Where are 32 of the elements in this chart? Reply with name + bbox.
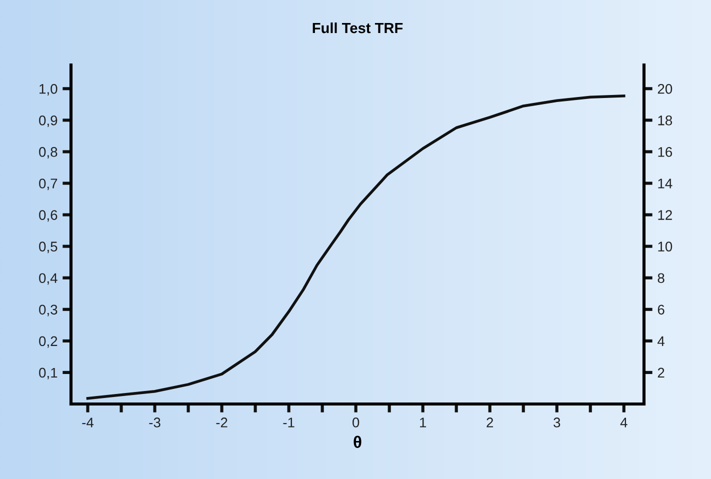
- x-tick-label: -3: [149, 418, 160, 428]
- y-tick-label: 0,8: [39, 147, 58, 159]
- x-tick-label: 0: [352, 418, 360, 428]
- x-tick-label: 1: [420, 418, 426, 428]
- y2-tick-label: 12: [658, 210, 672, 220]
- x-axis-title: θ: [354, 436, 362, 448]
- y2-tick-label: 6: [658, 304, 664, 315]
- x-tick-label: 3: [554, 418, 560, 428]
- y-tick-label: 0,5: [39, 242, 58, 254]
- chart-title: Full Test TRF: [312, 22, 403, 34]
- y2-tick-label: 20: [658, 84, 672, 94]
- y2-tick-label: 4: [658, 336, 665, 346]
- y-tick-label: 0,1: [39, 368, 58, 380]
- x-tick-label: 4: [620, 418, 628, 428]
- y2-tick-label: 8: [658, 273, 664, 284]
- y-tick-label: 0,3: [39, 304, 58, 316]
- y-tick-label: 0,7: [39, 178, 58, 190]
- y2-tick-label: 14: [658, 178, 672, 188]
- x-tick-label: -1: [283, 418, 294, 428]
- y-tick-label: 1,0: [40, 84, 58, 96]
- x-tick-label: -2: [216, 418, 228, 428]
- y-tick-label: 0,6: [39, 210, 58, 222]
- y-tick-label: 0,2: [39, 336, 58, 348]
- y-tick-label: 0,4: [39, 273, 58, 285]
- y-tick-label: 0,9: [39, 116, 58, 127]
- y2-tick-label: 16: [658, 147, 672, 157]
- x-tick-label: 2: [486, 418, 494, 428]
- y2-tick-label: 2: [658, 368, 664, 378]
- line-series: [86, 94, 626, 400]
- y2-tick-label: 10: [658, 242, 672, 252]
- y2-tick-label: 18: [658, 116, 672, 126]
- x-tick-label: -4: [82, 418, 94, 428]
